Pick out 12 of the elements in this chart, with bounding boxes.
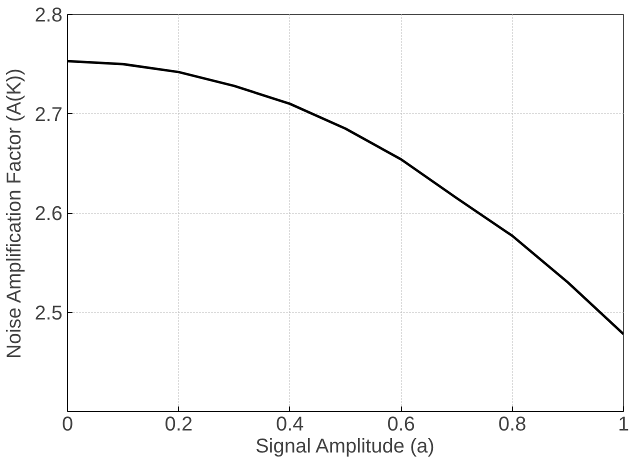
x-tick-label: 1 (618, 414, 630, 436)
x-axis-title: Signal Amplitude (a) (255, 436, 434, 458)
y-tick-label: 2.8 (34, 4, 63, 26)
x-tick-label: 0.2 (164, 414, 193, 436)
y-tick-label: 2.6 (34, 203, 63, 225)
x-tick-label: 0.8 (498, 414, 526, 436)
y-axis-title: Noise Amplification Factor (A(K)) (4, 68, 26, 359)
x-tick-label: 0.4 (276, 414, 304, 436)
y-tick-label: 2.7 (34, 104, 63, 126)
y-tick-label: 2.5 (34, 302, 63, 324)
x-tick-label: 0.6 (387, 414, 416, 436)
x-tick-label: 0 (62, 414, 74, 436)
